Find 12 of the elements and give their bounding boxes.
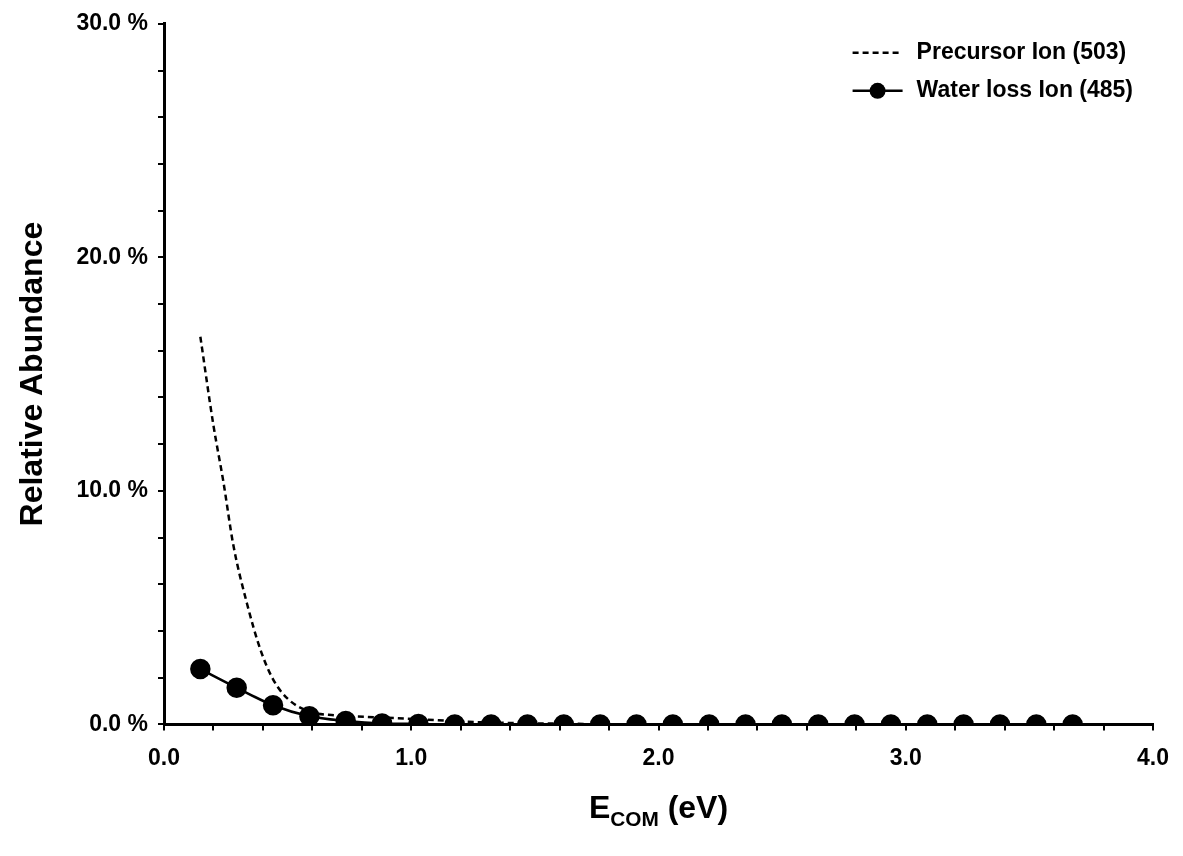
y-tick-label: 30.0 % <box>76 9 149 36</box>
x-tick-label: 3.0 <box>889 743 922 770</box>
x-tick-label: 2.0 <box>642 743 675 770</box>
y-axis-title: Relative Abundance <box>13 221 50 527</box>
legend-label: Precursor Ion (503) <box>916 38 1127 65</box>
legend-label: Water loss Ion (485) <box>916 76 1134 103</box>
x-tick-label: 0.0 <box>148 743 180 770</box>
x-tick-label: 4.0 <box>1137 743 1170 770</box>
y-tick-label: 10.0 % <box>76 476 149 503</box>
y-tick-label: 20.0 % <box>76 242 149 269</box>
x-tick-label: 1.0 <box>395 743 428 770</box>
y-tick-label: 0.0 % <box>89 709 149 736</box>
